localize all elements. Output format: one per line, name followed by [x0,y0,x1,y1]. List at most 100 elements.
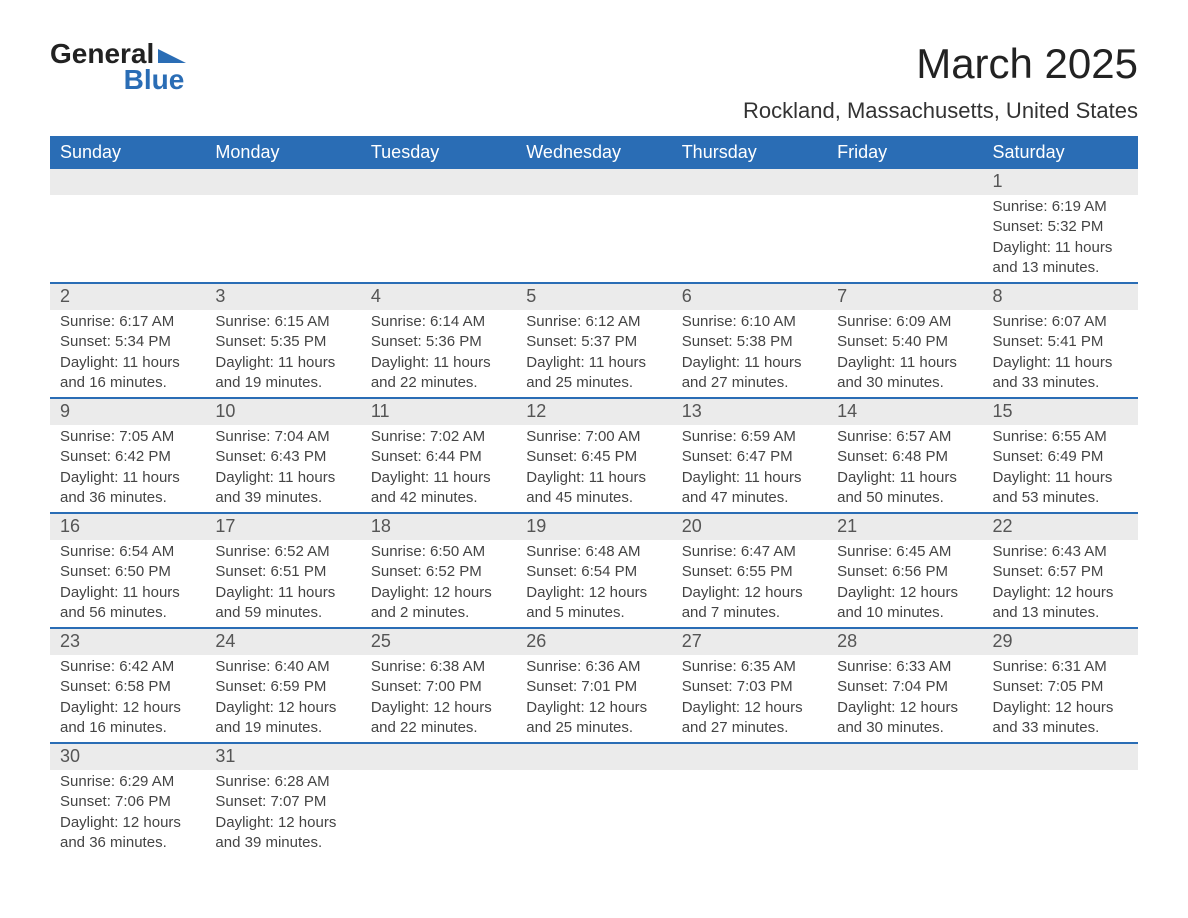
sunset-line: Sunset: 7:05 PM [993,677,1128,697]
calendar-day-cell [516,743,671,857]
daylight-line: Daylight: 12 hours and 30 minutes. [837,698,972,739]
day-details: Sunrise: 6:14 AMSunset: 5:36 PMDaylight:… [361,310,516,397]
day-number [361,169,516,195]
day-number: 17 [205,514,360,540]
calendar-day-cell: 23Sunrise: 6:42 AMSunset: 6:58 PMDayligh… [50,628,205,743]
sunrise-line: Sunrise: 6:38 AM [371,657,506,677]
day-number [827,169,982,195]
day-details: Sunrise: 6:10 AMSunset: 5:38 PMDaylight:… [672,310,827,397]
calendar-day-cell: 21Sunrise: 6:45 AMSunset: 6:56 PMDayligh… [827,513,982,628]
calendar-day-cell: 5Sunrise: 6:12 AMSunset: 5:37 PMDaylight… [516,283,671,398]
weekday-header: Wednesday [516,136,671,169]
daylight-line: Daylight: 11 hours and 22 minutes. [371,353,506,394]
daylight-line: Daylight: 12 hours and 16 minutes. [60,698,195,739]
daylight-line: Daylight: 11 hours and 45 minutes. [526,468,661,509]
sunrise-line: Sunrise: 6:42 AM [60,657,195,677]
day-number: 28 [827,629,982,655]
sunrise-line: Sunrise: 6:40 AM [215,657,350,677]
sunrise-line: Sunrise: 6:09 AM [837,312,972,332]
month-title: March 2025 [743,40,1138,88]
day-details [361,770,516,836]
day-number: 27 [672,629,827,655]
sunrise-line: Sunrise: 6:07 AM [993,312,1128,332]
day-details [516,770,671,836]
sunset-line: Sunset: 7:03 PM [682,677,817,697]
calendar-body: 1Sunrise: 6:19 AMSunset: 5:32 PMDaylight… [50,169,1138,857]
calendar-day-cell [672,169,827,283]
day-number [516,169,671,195]
weekday-header-row: SundayMondayTuesdayWednesdayThursdayFrid… [50,136,1138,169]
day-details: Sunrise: 6:54 AMSunset: 6:50 PMDaylight:… [50,540,205,627]
day-details: Sunrise: 7:04 AMSunset: 6:43 PMDaylight:… [205,425,360,512]
sunset-line: Sunset: 7:07 PM [215,792,350,812]
sunrise-line: Sunrise: 6:33 AM [837,657,972,677]
calendar-week-row: 9Sunrise: 7:05 AMSunset: 6:42 PMDaylight… [50,398,1138,513]
daylight-line: Daylight: 11 hours and 50 minutes. [837,468,972,509]
day-details [361,195,516,261]
daylight-line: Daylight: 12 hours and 19 minutes. [215,698,350,739]
calendar-day-cell [50,169,205,283]
page-header: General Blue March 2025 Rockland, Massac… [50,40,1138,124]
sunset-line: Sunset: 6:55 PM [682,562,817,582]
daylight-line: Daylight: 11 hours and 13 minutes. [993,238,1128,279]
day-details [516,195,671,261]
weekday-header: Monday [205,136,360,169]
daylight-line: Daylight: 11 hours and 19 minutes. [215,353,350,394]
sunrise-line: Sunrise: 6:12 AM [526,312,661,332]
day-details: Sunrise: 7:00 AMSunset: 6:45 PMDaylight:… [516,425,671,512]
sunrise-line: Sunrise: 6:19 AM [993,197,1128,217]
day-details: Sunrise: 6:07 AMSunset: 5:41 PMDaylight:… [983,310,1138,397]
sunset-line: Sunset: 6:56 PM [837,562,972,582]
day-number: 14 [827,399,982,425]
sunset-line: Sunset: 6:54 PM [526,562,661,582]
sunrise-line: Sunrise: 6:47 AM [682,542,817,562]
logo: General Blue [50,40,186,94]
day-number: 20 [672,514,827,540]
weekday-header: Friday [827,136,982,169]
calendar-day-cell: 29Sunrise: 6:31 AMSunset: 7:05 PMDayligh… [983,628,1138,743]
sunset-line: Sunset: 6:51 PM [215,562,350,582]
calendar-day-cell: 15Sunrise: 6:55 AMSunset: 6:49 PMDayligh… [983,398,1138,513]
day-details [672,770,827,836]
calendar-day-cell: 4Sunrise: 6:14 AMSunset: 5:36 PMDaylight… [361,283,516,398]
sunset-line: Sunset: 5:38 PM [682,332,817,352]
sunrise-line: Sunrise: 6:36 AM [526,657,661,677]
daylight-line: Daylight: 12 hours and 39 minutes. [215,813,350,854]
sunrise-line: Sunrise: 6:55 AM [993,427,1128,447]
day-number: 30 [50,744,205,770]
calendar-day-cell: 9Sunrise: 7:05 AMSunset: 6:42 PMDaylight… [50,398,205,513]
sunrise-line: Sunrise: 6:50 AM [371,542,506,562]
daylight-line: Daylight: 11 hours and 53 minutes. [993,468,1128,509]
day-number: 22 [983,514,1138,540]
daylight-line: Daylight: 11 hours and 16 minutes. [60,353,195,394]
day-number: 23 [50,629,205,655]
sunset-line: Sunset: 7:01 PM [526,677,661,697]
calendar-day-cell: 26Sunrise: 6:36 AMSunset: 7:01 PMDayligh… [516,628,671,743]
day-number [983,744,1138,770]
sunrise-line: Sunrise: 7:02 AM [371,427,506,447]
day-number: 21 [827,514,982,540]
day-details: Sunrise: 6:15 AMSunset: 5:35 PMDaylight:… [205,310,360,397]
daylight-line: Daylight: 12 hours and 13 minutes. [993,583,1128,624]
calendar-day-cell: 10Sunrise: 7:04 AMSunset: 6:43 PMDayligh… [205,398,360,513]
calendar-day-cell: 7Sunrise: 6:09 AMSunset: 5:40 PMDaylight… [827,283,982,398]
sunrise-line: Sunrise: 6:29 AM [60,772,195,792]
calendar-day-cell: 20Sunrise: 6:47 AMSunset: 6:55 PMDayligh… [672,513,827,628]
sunrise-line: Sunrise: 6:45 AM [837,542,972,562]
day-details: Sunrise: 6:50 AMSunset: 6:52 PMDaylight:… [361,540,516,627]
day-number [672,169,827,195]
calendar-day-cell: 24Sunrise: 6:40 AMSunset: 6:59 PMDayligh… [205,628,360,743]
sunrise-line: Sunrise: 6:52 AM [215,542,350,562]
sunrise-line: Sunrise: 7:05 AM [60,427,195,447]
daylight-line: Daylight: 12 hours and 7 minutes. [682,583,817,624]
day-details [672,195,827,261]
daylight-line: Daylight: 12 hours and 2 minutes. [371,583,506,624]
calendar-day-cell: 30Sunrise: 6:29 AMSunset: 7:06 PMDayligh… [50,743,205,857]
sunset-line: Sunset: 6:44 PM [371,447,506,467]
sunset-line: Sunset: 6:58 PM [60,677,195,697]
day-details: Sunrise: 6:47 AMSunset: 6:55 PMDaylight:… [672,540,827,627]
calendar-day-cell: 8Sunrise: 6:07 AMSunset: 5:41 PMDaylight… [983,283,1138,398]
weekday-header: Thursday [672,136,827,169]
sunrise-line: Sunrise: 6:54 AM [60,542,195,562]
calendar-day-cell: 18Sunrise: 6:50 AMSunset: 6:52 PMDayligh… [361,513,516,628]
